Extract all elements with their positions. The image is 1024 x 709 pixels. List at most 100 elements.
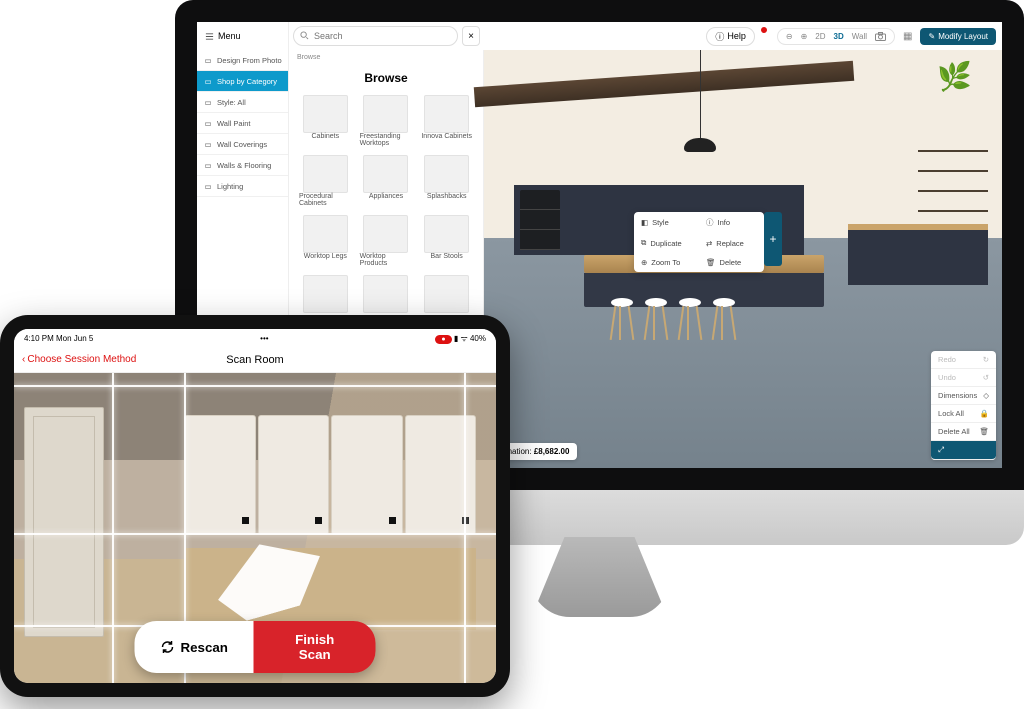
status-bar: 4:10 PM Mon Jun 5 ••• ● ▮ ᯤ 40%	[14, 329, 496, 347]
category-thumb	[363, 155, 408, 193]
pencil-icon: ✎	[928, 32, 935, 41]
search-input[interactable]	[293, 26, 458, 46]
modify-label: Modify Layout	[938, 32, 988, 41]
view-3d-button[interactable]: 3D	[834, 32, 844, 41]
category-grid: Cabinets Freestanding Worktops Innova Cabi…	[297, 93, 475, 315]
view-wall-button[interactable]: Wall	[852, 32, 867, 41]
finish-label: Finish Scan	[280, 632, 350, 662]
tool-icon: 🔒	[980, 409, 989, 418]
help-button[interactable]: ⓘ Help	[706, 27, 755, 46]
ceiling-beam	[474, 61, 854, 107]
sidebar-item-label: Design From Photo	[217, 56, 282, 65]
sidebar-item-label: Wall Paint	[217, 119, 250, 128]
scan-action-buttons: Rescan Finish Scan	[135, 621, 376, 673]
sidebar-item[interactable]: ▭Wall Coverings	[197, 134, 288, 155]
back-label: Choose Session Method	[27, 354, 136, 365]
back-button[interactable]: ‹ Choose Session Method	[22, 354, 136, 365]
category-icon: ▭	[203, 160, 213, 170]
category-tile[interactable]: Cabinets	[297, 93, 354, 149]
context-menu-item[interactable]: ⧉Duplicate	[634, 233, 699, 253]
ctx-icon: ⓘ	[706, 217, 714, 228]
sidebar-item[interactable]: ▭ Walls & Flooring	[197, 155, 288, 176]
ctx-label: Replace	[716, 239, 744, 248]
sidebar-item[interactable]: ▭Shop by Category	[197, 71, 288, 92]
sidebar-item[interactable]: ▭ Design From Photo	[197, 50, 288, 71]
context-menu-item[interactable]: 🗑Delete	[699, 253, 764, 272]
category-label: Appliances	[369, 193, 403, 200]
search-clear-button[interactable]: ×	[462, 26, 480, 46]
chevron-left-icon: ‹	[22, 354, 25, 365]
category-thumb	[303, 155, 348, 193]
category-thumb	[363, 275, 408, 313]
view-2d-button[interactable]: 2D	[815, 32, 825, 41]
category-label: Cabinets	[312, 133, 340, 140]
tool-lock-all[interactable]: Lock All 🔒	[931, 405, 996, 423]
right-cabinets	[848, 230, 988, 285]
context-menu-item[interactable]: ⇄ Replace	[699, 233, 764, 253]
category-thumb	[303, 95, 348, 133]
tool-redo: Redo↻	[931, 351, 996, 369]
finish-scan-button[interactable]: Finish Scan	[254, 621, 376, 673]
tool-icon: ↻	[983, 355, 989, 364]
category-thumb	[303, 275, 348, 313]
ipad-device: 4:10 PM Mon Jun 5 ••• ● ▮ ᯤ 40% ‹ Choose…	[0, 315, 510, 697]
tool-undo: Undo ↺	[931, 369, 996, 387]
tool-dimensions[interactable]: Dimensions◇	[931, 387, 996, 405]
category-thumb	[424, 215, 469, 253]
category-icon: ▭	[203, 55, 213, 65]
ctx-icon: ⇄	[706, 239, 712, 248]
menu-label: Menu	[218, 31, 241, 41]
hamburger-icon	[205, 32, 214, 41]
category-tile[interactable]	[358, 273, 415, 315]
sidebar-item[interactable]: ▭Wall Paint	[197, 113, 288, 134]
tool-delete-all[interactable]: Delete All 🗑	[931, 423, 996, 441]
tool-label: Undo	[938, 373, 956, 382]
category-label: Freestanding Worktops	[360, 133, 413, 147]
context-menu-item[interactable]: ⊕Zoom To	[634, 253, 699, 272]
catalog-heading: Browse	[297, 71, 475, 85]
tool-icon: 🗑	[979, 427, 989, 436]
tool-label: Delete All	[938, 427, 970, 436]
menu-button[interactable]: Menu	[197, 22, 289, 50]
sidebar-item[interactable]: ▭Style: All	[197, 92, 288, 113]
zoom-in-button[interactable]: ⊕	[801, 32, 808, 41]
category-icon: ▭	[203, 139, 213, 149]
ctx-icon: 🗑	[706, 258, 716, 267]
layers-icon[interactable]: ▦	[903, 31, 912, 42]
zoom-out-button[interactable]: ⊖	[786, 32, 793, 41]
category-tile[interactable]: Worktop Legs	[297, 213, 354, 269]
category-tile[interactable]: Freestanding Worktops	[358, 93, 415, 149]
category-tile[interactable]: Worktop Products	[358, 213, 415, 269]
sidebar-item-label: Walls & Flooring	[217, 161, 271, 170]
category-thumb	[363, 95, 408, 133]
category-tile[interactable]: Bar Stools	[418, 213, 475, 269]
notification-dot-icon	[761, 27, 767, 33]
viewport-3d[interactable]: 🌿 ◧StyleⓘInfo⧉Duplicate⇄Replace⊕Zoom To🗑…	[484, 50, 1002, 468]
sidebar-item-label: Style: All	[217, 98, 246, 107]
tool-icon: ↺	[983, 373, 989, 382]
refresh-icon	[161, 640, 175, 654]
camera-icon[interactable]	[875, 32, 886, 41]
context-add-button[interactable]: +	[764, 212, 782, 266]
category-tile[interactable]: Appliances	[358, 153, 415, 209]
category-label: Splashbacks	[427, 193, 467, 200]
category-tile[interactable]	[297, 273, 354, 315]
category-tile[interactable]: Innova Cabinets	[418, 93, 475, 149]
tool-label: Lock All	[938, 409, 964, 418]
category-tile[interactable]: Procedural Cabinets	[297, 153, 354, 209]
nav-bar: ‹ Choose Session Method Scan Room	[14, 347, 496, 373]
rescan-button[interactable]: Rescan	[135, 621, 254, 673]
context-menu-item[interactable]: ⓘInfo	[699, 212, 764, 233]
category-tile[interactable]	[418, 273, 475, 315]
sidebar-item-label: Lighting	[217, 182, 243, 191]
tools-expand-button[interactable]: ⤢	[931, 441, 996, 460]
category-label: Innova Cabinets	[421, 133, 472, 140]
room-scan-view[interactable]: Rescan Finish Scan	[14, 373, 496, 683]
status-dots: •••	[260, 334, 268, 343]
modify-layout-button[interactable]: ✎ Modify Layout	[920, 28, 996, 45]
ctx-label: Style	[652, 218, 669, 227]
context-menu-item[interactable]: ◧Style	[634, 212, 699, 233]
sidebar-item[interactable]: ▭Lighting	[197, 176, 288, 197]
top-bar: Menu × ⓘ Help ⊖ ⊕ 2D	[197, 22, 1002, 50]
category-tile[interactable]: Splashbacks	[418, 153, 475, 209]
